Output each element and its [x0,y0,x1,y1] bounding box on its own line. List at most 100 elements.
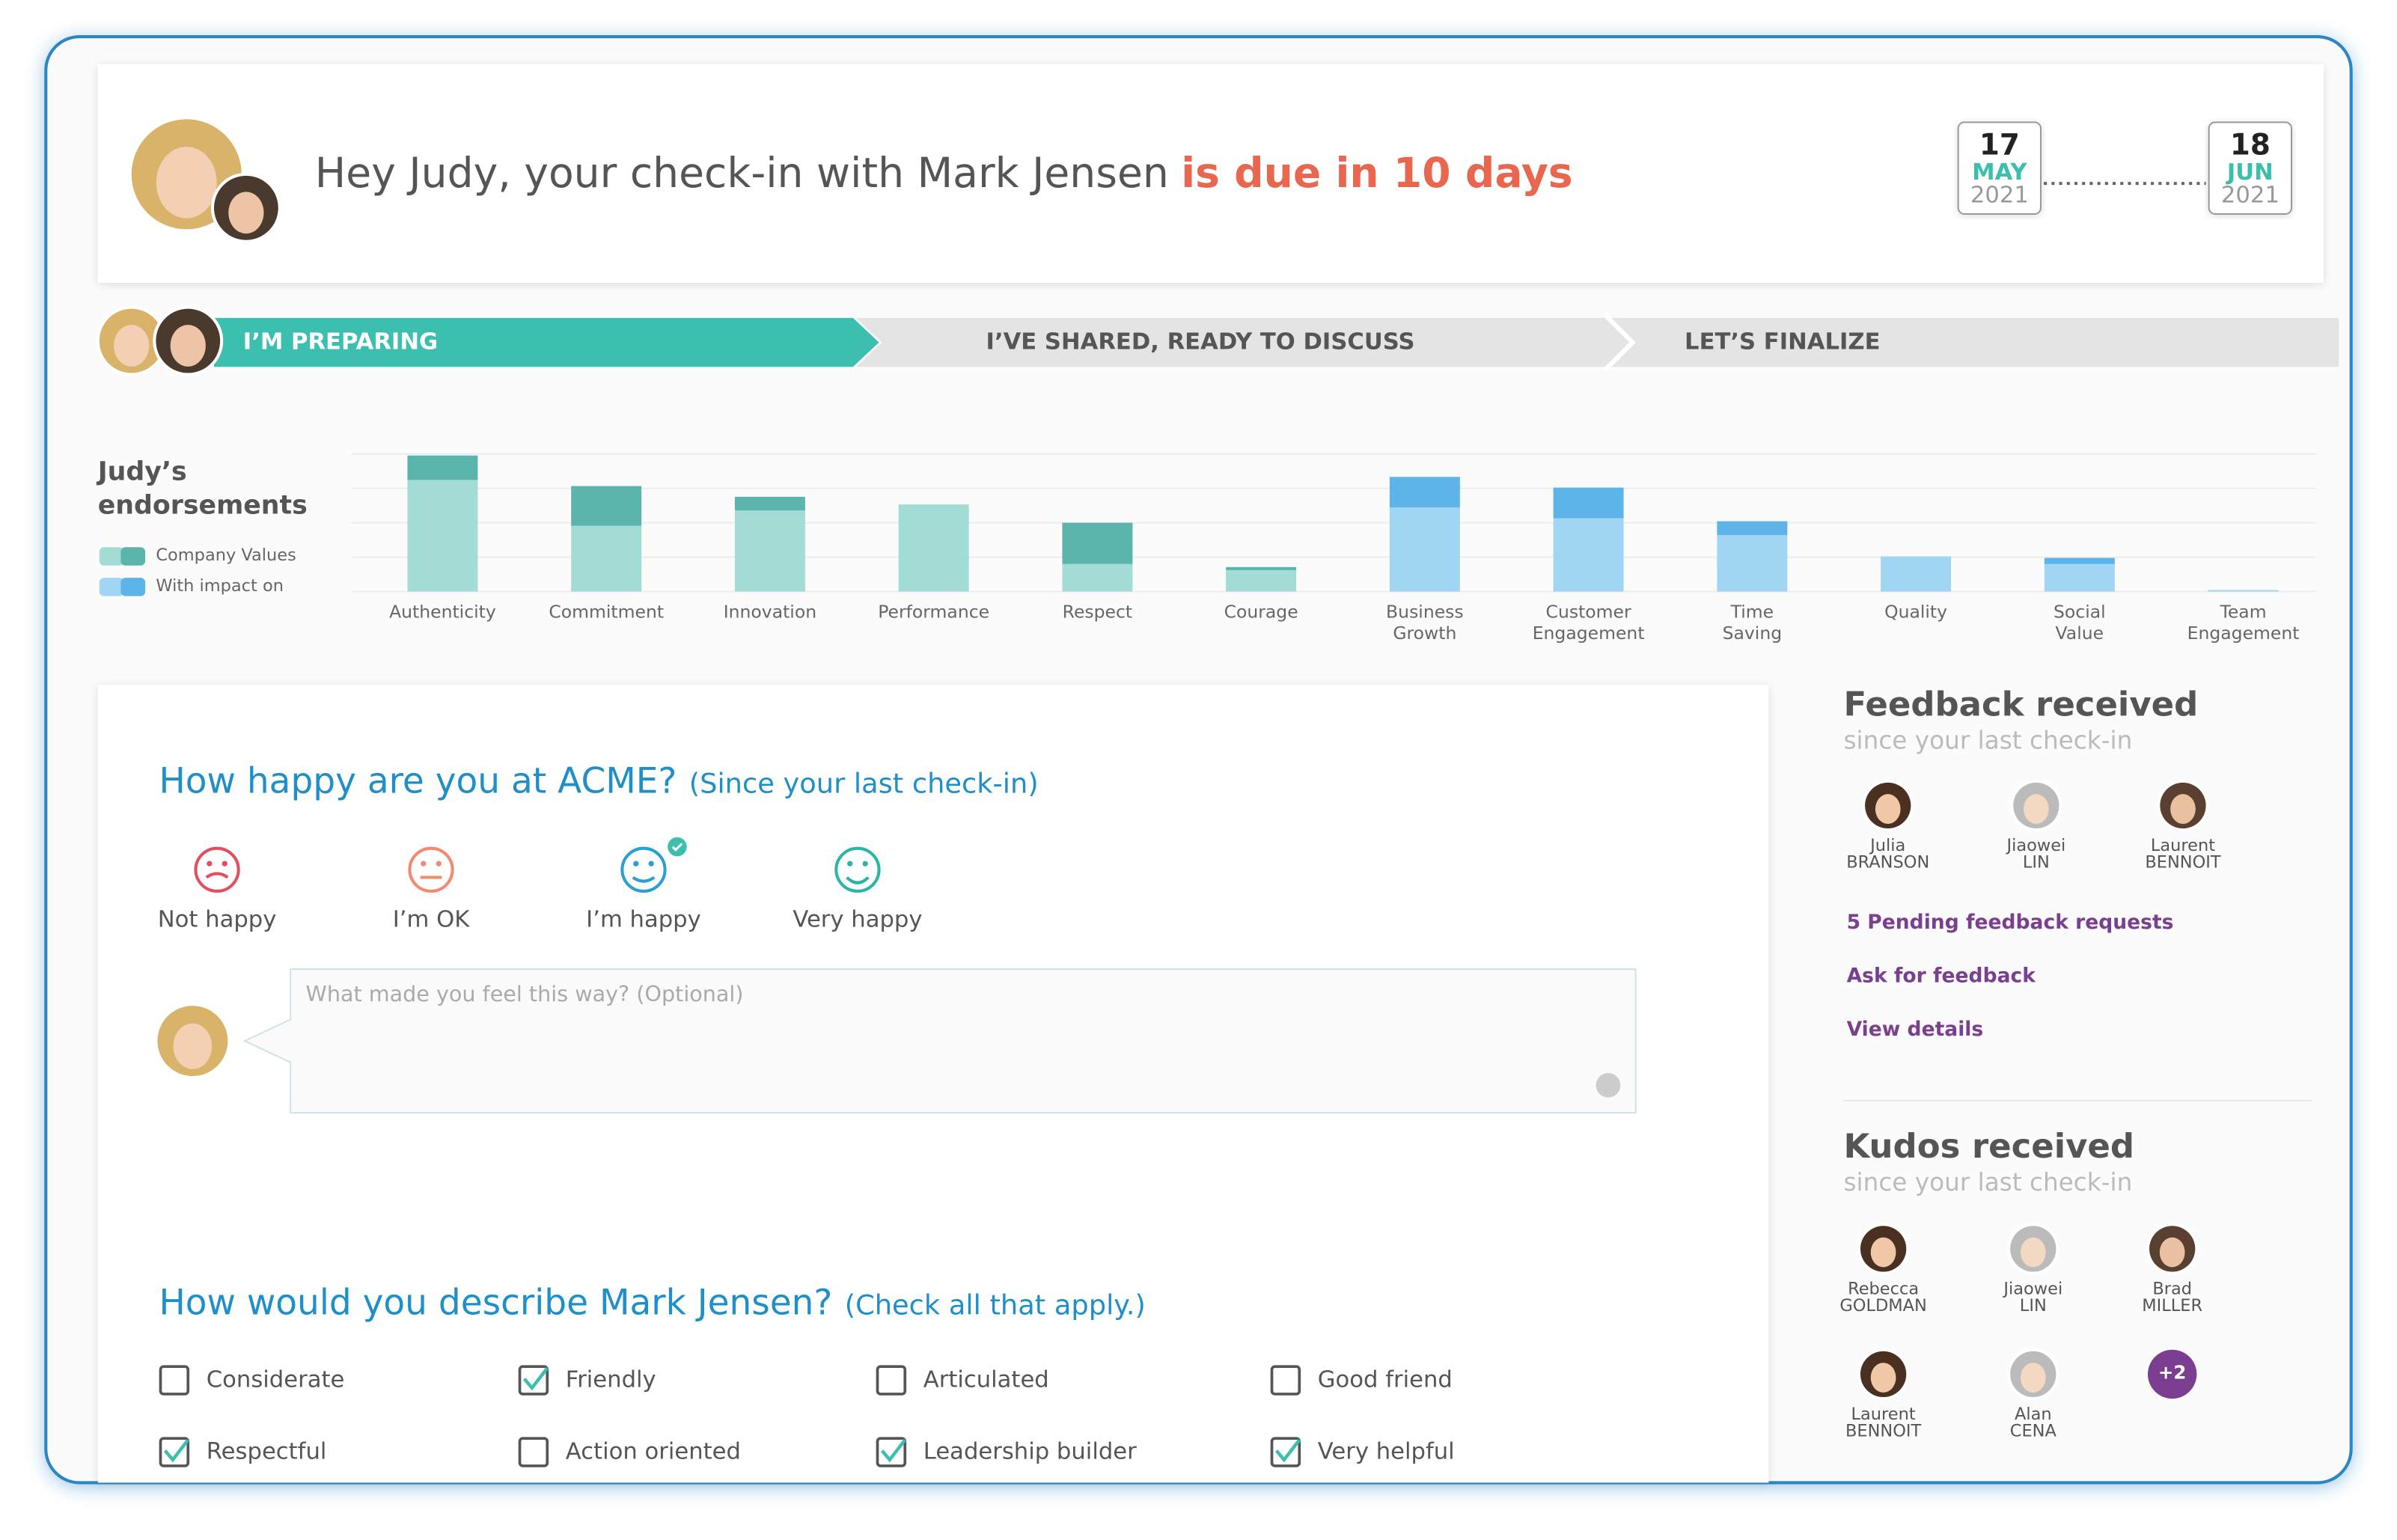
mood-icon[interactable] [834,846,881,893]
mood-label[interactable]: Not happy [157,905,277,933]
option-label[interactable]: Leadership builder [923,1437,1137,1465]
greeting: Hey Judy, your check-in with Mark Jensen… [314,150,1573,198]
checkbox[interactable] [518,1365,549,1396]
category-label: Commitment [549,600,665,623]
question: How would you describe Mark Jensen? (Chec… [159,1283,1146,1324]
date-day: 17 [1979,128,2020,162]
person-last: BENNOIT [2145,852,2221,873]
question-hint: (Check all that apply.) [844,1289,1146,1322]
legend-label: Company Values [156,545,296,566]
avatar [2170,794,2196,825]
option-label[interactable]: Friendly [565,1365,656,1393]
legend-swatch [99,547,124,566]
person-last: BENNOIT [1845,1421,1922,1441]
avatar [2020,1363,2046,1393]
checkmark [1274,1438,1301,1463]
selected-badge [671,843,683,852]
category-label: Business Growth [1386,600,1464,644]
feedback-link[interactable]: Ask for feedback [1846,965,2036,989]
mood-label[interactable]: I’m OK [392,905,470,933]
bar-segment [1553,487,1624,519]
person-first: Rebecca [1848,1279,1920,1299]
emoji-button[interactable] [1596,1072,1621,1098]
bar-segment [407,455,478,480]
person-first: Jiaowei [2006,835,2066,856]
option-label[interactable]: Very helpful [1317,1437,1455,1465]
bar-segment [1881,556,1952,592]
panel-subtitle: since your last check-in [1843,725,2133,755]
option-label[interactable]: Articulated [923,1365,1049,1393]
legend-swatch [120,578,146,596]
checkmark [163,1438,190,1463]
person-last: MILLER [2142,1295,2203,1316]
mood-icon[interactable] [620,846,667,893]
step-label[interactable]: LET’S FINALIZE [1685,327,1881,355]
person-first: Julia [1870,835,1906,856]
comment-box[interactable] [242,968,1637,1114]
step-active[interactable] [213,317,879,367]
category-label: Courage [1224,600,1298,623]
avatar [1875,794,1901,825]
person-first: Laurent [1851,1404,1916,1425]
bar-segment [1389,507,1460,592]
checkbox[interactable] [876,1365,907,1396]
date-year: 2021 [1970,180,2029,209]
avatar [2024,794,2049,825]
checkbox[interactable] [518,1437,549,1467]
placeholder[interactable]: What made you feel this way? (Optional) [305,983,744,1008]
checkmark [522,1366,549,1391]
mood-icon [847,861,853,867]
avatar [156,147,217,219]
avatar [173,1023,213,1069]
person-first: Brad [2152,1279,2193,1299]
avatar [114,325,150,367]
person-last: GOLDMAN [1839,1295,1927,1316]
checkmark [880,1438,907,1463]
category-label: Social Value [2054,600,2106,644]
header-card [97,64,2324,283]
option-label[interactable]: Good friend [1317,1365,1453,1393]
feedback-link[interactable]: View details [1846,1018,1984,1042]
step-label[interactable]: I’M PREPARING [242,327,439,355]
checkbox[interactable] [1270,1437,1301,1467]
checkbox[interactable] [159,1365,190,1396]
avatar [170,325,206,367]
bar-segment [1717,534,1788,592]
person-last: CENA [2009,1421,2056,1441]
bar-segment [734,510,805,592]
bar-segment [734,496,805,511]
step-label[interactable]: I’VE SHARED, READY TO DISCUSS [986,327,1415,355]
person-first: Alan [2014,1404,2052,1425]
checkbox[interactable] [159,1437,190,1467]
mood-label[interactable]: Very happy [793,905,923,933]
mood-icon[interactable] [408,846,454,893]
date-day: 18 [2229,128,2271,162]
person-last: BRANSON [1846,852,1930,873]
feedback-link[interactable]: 5 Pending feedback requests [1846,911,2174,935]
more-count[interactable]: +2 [2158,1362,2187,1384]
person-first: Laurent [2150,835,2216,856]
mood-icon[interactable] [194,846,240,893]
mood-icon [633,861,639,867]
bar-segment [1226,569,1297,592]
bar-segment [1717,521,1788,535]
bar-segment [2044,557,2115,564]
option-label[interactable]: Considerate [206,1365,345,1393]
bar-segment [1389,477,1460,508]
checkbox[interactable] [876,1437,907,1467]
category-label: Respect [1062,600,1133,623]
bar-segment [2208,590,2279,592]
option-label[interactable]: Action oriented [565,1437,741,1465]
mood-label[interactable]: I’m happy [586,905,701,933]
option-label[interactable]: Respectful [206,1437,327,1465]
more-badge[interactable] [2147,1349,2197,1399]
avatar [1870,1237,1896,1268]
category-label: Authenticity [389,600,496,623]
checkbox[interactable] [1270,1365,1301,1396]
chart-title: Judy’s endorsements [97,456,308,522]
person-last: LIN [2022,852,2050,873]
category-label: Quality [1884,600,1948,623]
panel-title: Feedback received [1843,686,2199,725]
